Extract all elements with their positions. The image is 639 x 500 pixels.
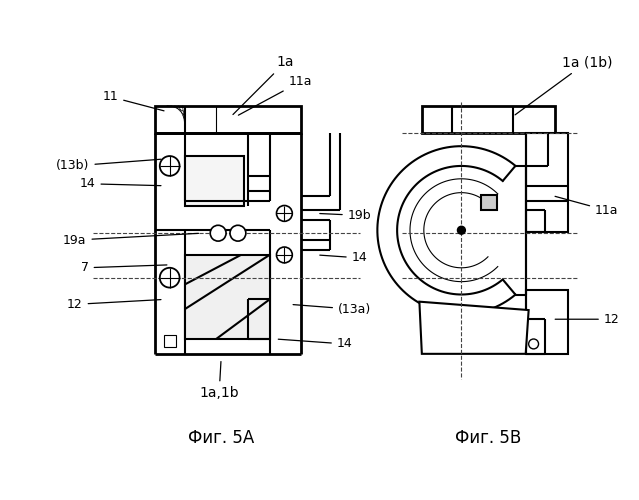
Text: 12: 12	[67, 298, 161, 311]
Circle shape	[528, 339, 539, 349]
Text: 12: 12	[555, 312, 620, 326]
Bar	[185, 156, 244, 206]
Text: 19b: 19b	[320, 209, 371, 222]
Circle shape	[210, 226, 226, 241]
Circle shape	[277, 247, 292, 263]
Text: 11a: 11a	[238, 76, 312, 115]
Text: (13b): (13b)	[56, 159, 161, 172]
Text: 14: 14	[320, 252, 367, 264]
Text: Фиг. 5А: Фиг. 5А	[188, 429, 254, 447]
Polygon shape	[419, 302, 528, 354]
Text: Фиг. 5В: Фиг. 5В	[455, 429, 521, 447]
Bar	[185, 255, 270, 339]
Bar	[481, 194, 497, 210]
Circle shape	[230, 226, 246, 241]
Bar	[164, 335, 176, 347]
Text: 1a (1b): 1a (1b)	[515, 55, 612, 115]
Text: 19a: 19a	[63, 234, 199, 246]
Bar	[526, 290, 568, 354]
Text: (13a): (13a)	[293, 303, 371, 316]
Bar	[155, 106, 301, 134]
Circle shape	[160, 268, 180, 287]
Circle shape	[160, 156, 180, 176]
Circle shape	[458, 226, 465, 234]
Text: 11a: 11a	[555, 196, 619, 217]
Text: 14: 14	[278, 338, 353, 350]
Text: 14: 14	[80, 177, 161, 190]
Text: 11: 11	[102, 90, 164, 111]
Bar	[422, 106, 555, 134]
Circle shape	[277, 206, 292, 222]
Bar	[526, 134, 568, 232]
Text: 1a,1b: 1a,1b	[199, 362, 239, 401]
Text: 7: 7	[81, 262, 167, 274]
Text: 1a: 1a	[233, 55, 294, 114]
